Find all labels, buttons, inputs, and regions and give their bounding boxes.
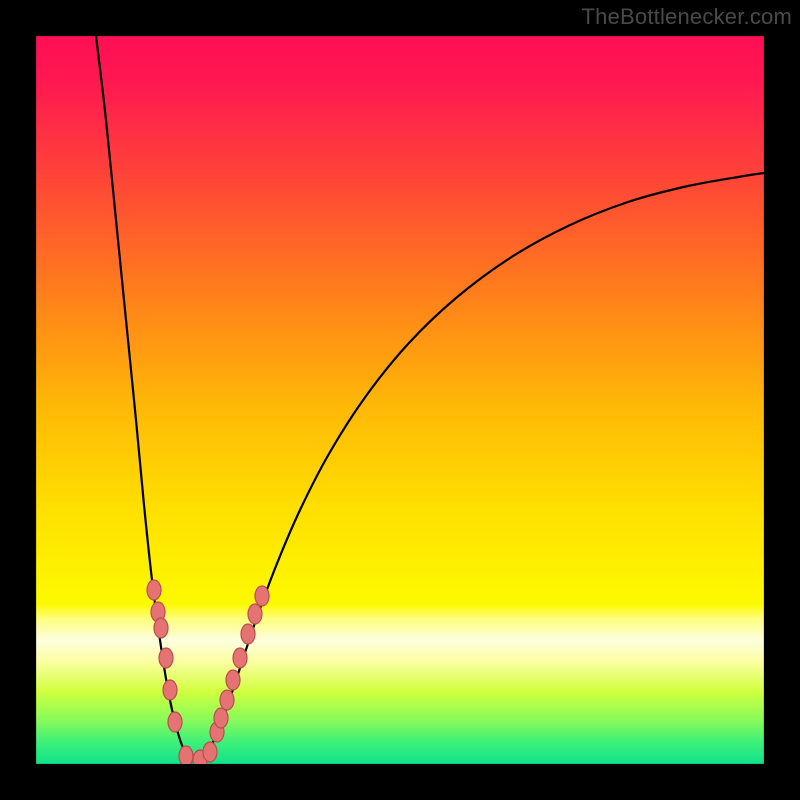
- data-marker: [163, 680, 177, 700]
- data-marker: [159, 648, 173, 668]
- overlay-svg: [0, 0, 800, 800]
- data-marker: [203, 742, 217, 762]
- chart-root: TheBottlenecker.com: [0, 0, 800, 800]
- watermark-text: TheBottlenecker.com: [582, 0, 800, 30]
- outer-border: [0, 0, 800, 800]
- data-marker: [255, 586, 269, 606]
- data-marker: [147, 580, 161, 600]
- data-marker: [154, 618, 168, 638]
- data-marker: [241, 624, 255, 644]
- data-marker: [226, 670, 240, 690]
- data-marker: [214, 708, 228, 728]
- data-marker: [179, 746, 193, 766]
- data-marker: [168, 712, 182, 732]
- data-marker: [248, 604, 262, 624]
- data-marker: [220, 690, 234, 710]
- curve-left: [96, 36, 197, 763]
- data-marker: [233, 648, 247, 668]
- curve-right: [197, 173, 764, 763]
